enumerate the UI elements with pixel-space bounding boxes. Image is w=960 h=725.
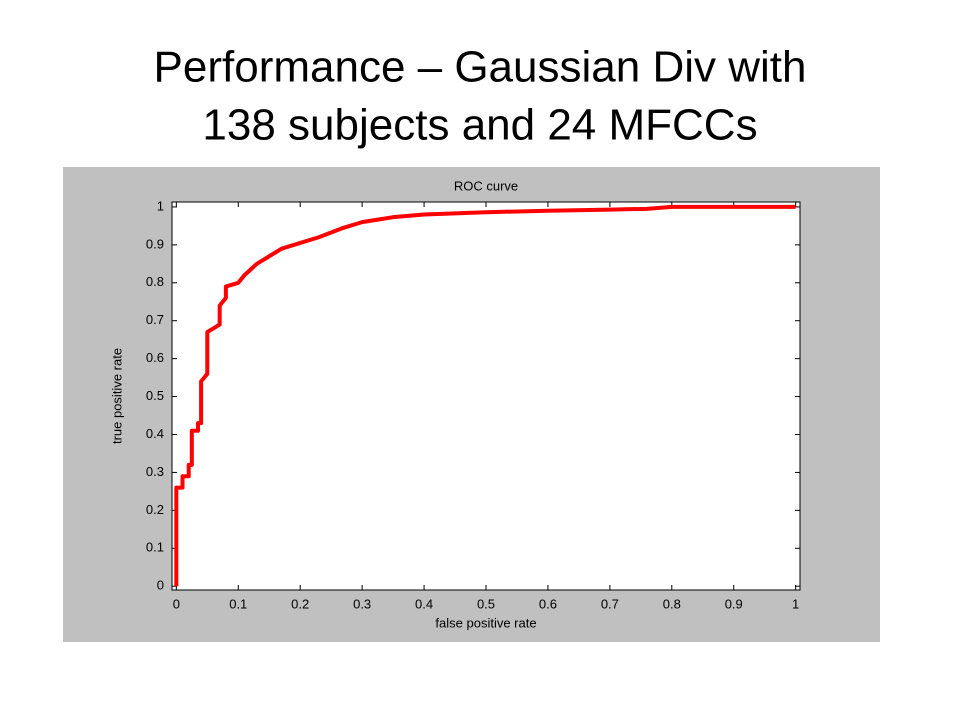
x-tick-label: 0.7 <box>601 596 619 611</box>
chart-title: ROC curve <box>454 178 518 193</box>
x-tick-label: 0.6 <box>539 596 557 611</box>
x-tick-label: 1 <box>792 596 799 611</box>
x-tick-label: 0.3 <box>353 596 371 611</box>
y-tick-label: 0.1 <box>146 540 164 555</box>
x-tick-label: 0.4 <box>415 596 433 611</box>
y-tick-label: 0 <box>157 578 164 593</box>
x-tick-label: 0 <box>173 596 180 611</box>
x-tick-label: 0.5 <box>477 596 495 611</box>
x-tick-label: 0.8 <box>663 596 681 611</box>
y-tick-label: 0.4 <box>146 426 164 441</box>
y-tick-label: 0.7 <box>146 312 164 327</box>
y-axis-label: true positive rate <box>109 348 124 444</box>
y-tick-label: 1 <box>157 198 164 213</box>
slide-title-line: 138 subjects and 24 MFCCs <box>202 101 757 150</box>
x-tick-label: 0.2 <box>291 596 309 611</box>
y-tick-label: 0.6 <box>146 350 164 365</box>
y-tick-label: 0.3 <box>146 464 164 479</box>
slide-title-line: Performance – Gaussian Div with <box>154 43 807 92</box>
x-axis-label: false positive rate <box>435 615 536 630</box>
x-tick-label: 0.9 <box>725 596 743 611</box>
y-tick-label: 0.8 <box>146 274 164 289</box>
plot-area <box>171 201 801 591</box>
y-tick-label: 0.2 <box>146 502 164 517</box>
y-tick-label: 0.9 <box>146 236 164 251</box>
x-tick-label: 0.1 <box>229 596 247 611</box>
y-tick-label: 0.5 <box>146 388 164 403</box>
roc-line <box>174 204 796 587</box>
